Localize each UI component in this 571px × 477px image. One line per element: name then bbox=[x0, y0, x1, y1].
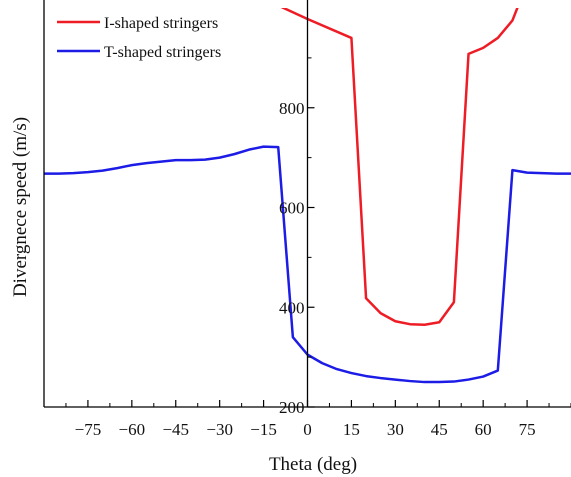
y-tick-label: 400 bbox=[279, 298, 305, 317]
x-tick-label: 60 bbox=[475, 420, 492, 439]
x-tick-label: 15 bbox=[343, 420, 360, 439]
x-tick-label: −60 bbox=[119, 420, 146, 439]
x-tick-label: −15 bbox=[250, 420, 277, 439]
legend-label-t-shaped: T-shaped stringers bbox=[104, 44, 221, 61]
x-tick-label: −75 bbox=[75, 420, 102, 439]
x-tick-label: −30 bbox=[206, 420, 233, 439]
legend-label-i-shaped: I-shaped stringers bbox=[104, 15, 218, 32]
x-tick-label: 45 bbox=[431, 420, 448, 439]
x-tick-label: 30 bbox=[387, 420, 404, 439]
y-tick-label: 800 bbox=[279, 99, 305, 118]
x-tick-label: −45 bbox=[162, 420, 189, 439]
legend: I-shaped stringers T-shaped stringers bbox=[57, 15, 221, 61]
axes bbox=[43, 0, 571, 408]
y-tick-label: 200 bbox=[279, 398, 305, 417]
x-tick-label: 75 bbox=[519, 420, 536, 439]
y-axis-title: Divergnece speed (m/s) bbox=[10, 117, 31, 297]
y-tick-label: 600 bbox=[279, 199, 305, 218]
ticks: −75 −60 −45 −30 −15 0 15 30 45 60 75 200 400 600 800 bbox=[43, 57, 571, 439]
x-axis-title: Theta (deg) bbox=[269, 454, 357, 475]
series-line-0 bbox=[280, 8, 519, 326]
x-tick-label: 0 bbox=[303, 420, 312, 439]
